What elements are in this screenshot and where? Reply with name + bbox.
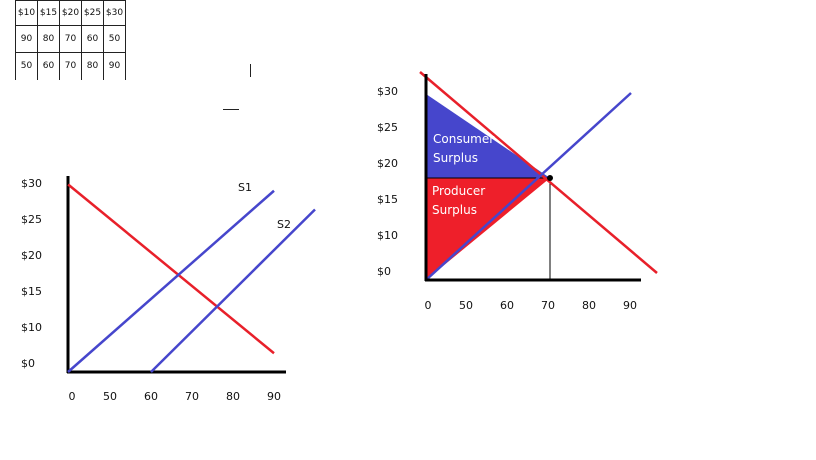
y-tick-label: $25	[377, 121, 398, 134]
table-cell: 60	[81, 25, 104, 53]
producer-surplus-label-line1: Producer	[432, 184, 485, 198]
x-tick-label: 80	[582, 299, 596, 312]
y-tick-label: $0	[377, 265, 391, 278]
table-cell: $25	[81, 0, 104, 26]
series-line-d	[419, 71, 658, 274]
y-tick-label: $15	[377, 193, 398, 206]
x-tick-label: 70	[185, 390, 199, 403]
text-cursor-mark	[250, 64, 251, 77]
consumer-surplus-label-line2: Surplus	[433, 151, 478, 165]
y-tick-label: $20	[21, 249, 42, 262]
table-cell: 70	[59, 25, 82, 53]
x-tick-label: 80	[226, 390, 240, 403]
y-tick-label: $30	[377, 85, 398, 98]
x-tick-label: 90	[623, 299, 637, 312]
x-tick-label: 0	[425, 299, 432, 312]
table-row: $10 $15 $20 $25 $30	[15, 0, 126, 26]
x-tick-label: 60	[500, 299, 514, 312]
x-tick-label: 70	[541, 299, 555, 312]
equilibrium-point	[547, 175, 553, 181]
x-tick-label: 90	[267, 390, 281, 403]
y-tick-label: $20	[377, 157, 398, 170]
dash-mark	[223, 109, 239, 110]
consumer-surplus-label-line1: Consumer	[433, 132, 494, 146]
table-cell: 50	[103, 25, 126, 53]
table-cell: 90	[103, 52, 126, 80]
y-tick-label: $0	[21, 357, 35, 370]
x-tick-label: 50	[459, 299, 473, 312]
x-tick-label: 60	[144, 390, 158, 403]
table-cell: $15	[37, 0, 60, 26]
table-cell: 90	[15, 25, 38, 53]
x-tick-label: 50	[103, 390, 117, 403]
series-line-s	[425, 92, 632, 281]
series-label-s2: S2	[277, 218, 291, 231]
table-cell: 80	[81, 52, 104, 80]
series-line-s1	[67, 189, 275, 373]
producer-surplus-label-line2: Surplus	[432, 203, 477, 217]
table-cell: $30	[103, 0, 126, 26]
table-cell: $20	[59, 0, 82, 26]
table-cell: $10	[15, 0, 38, 26]
surplus-chart: Consumer Surplus Producer Surplus $30 $25 $20 $…	[377, 71, 658, 312]
series-line-s2	[150, 208, 316, 373]
table-cell: 60	[37, 52, 60, 80]
y-tick-label: $10	[21, 321, 42, 334]
price-quantity-table: $10 $15 $20 $25 $30 90 80 70 60 50 50 60 70 80 90	[15, 0, 126, 80]
table-cell: 80	[37, 25, 60, 53]
table-cell: 50	[15, 52, 38, 80]
y-tick-label: $25	[21, 213, 42, 226]
y-tick-label: $30	[21, 177, 42, 190]
table-row: 90 80 70 60 50	[15, 25, 126, 53]
y-tick-label: $15	[21, 285, 42, 298]
series-label-s1: S1	[238, 181, 252, 194]
supply-shift-chart: $30 $25 $20 $15 $10 $0 0 50 60 70 80 90 S1 S2	[21, 176, 316, 403]
table-row: 50 60 70 80 90	[15, 52, 126, 80]
y-tick-label: $10	[377, 229, 398, 242]
series-line-d	[67, 183, 275, 355]
table-cell: 70	[59, 52, 82, 80]
producer-surplus-region	[426, 178, 550, 280]
x-tick-label: 0	[69, 390, 76, 403]
